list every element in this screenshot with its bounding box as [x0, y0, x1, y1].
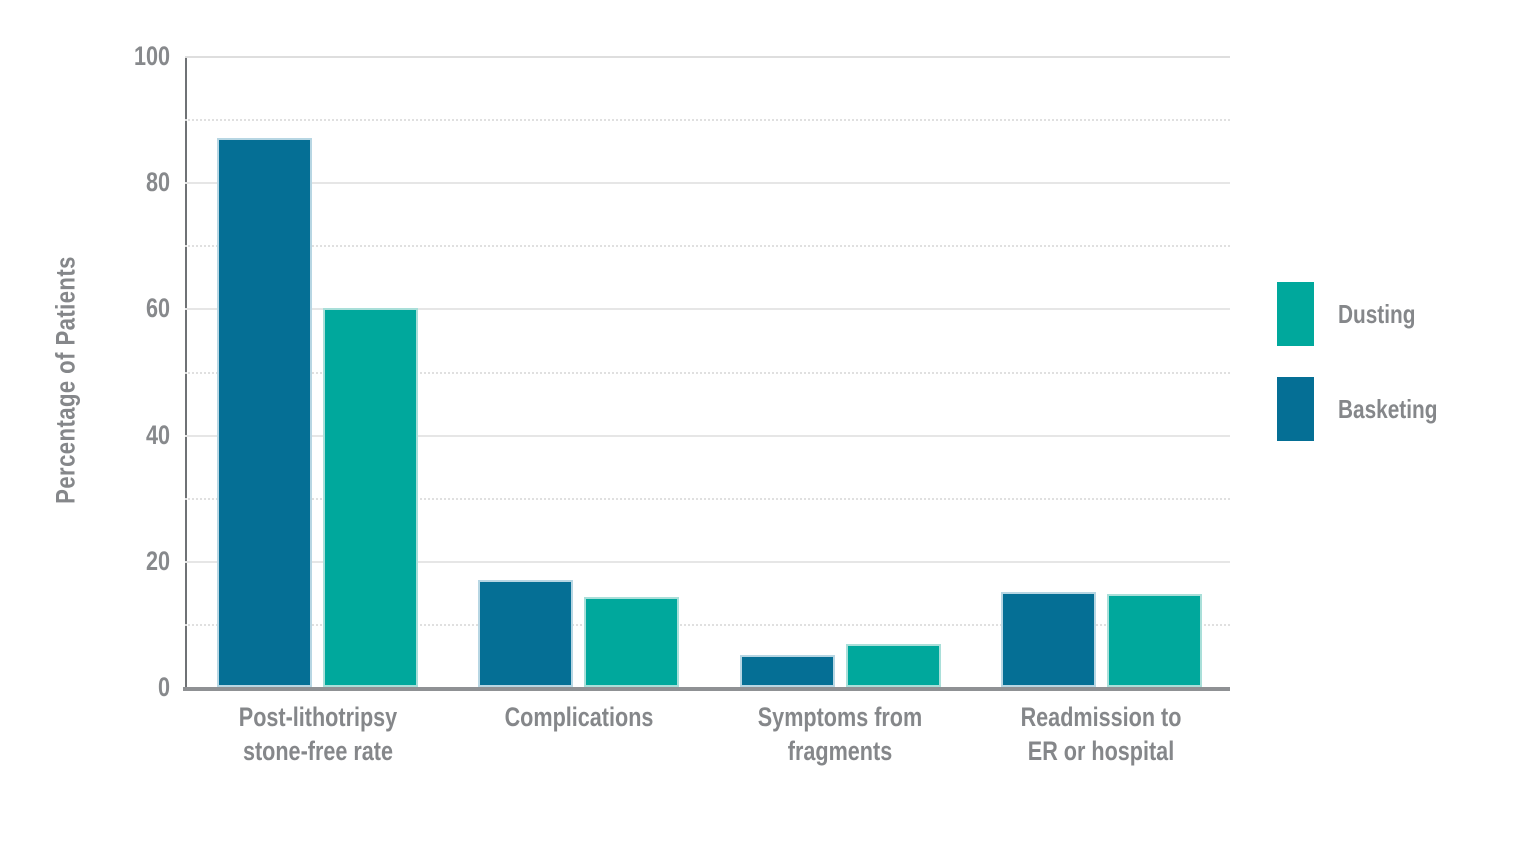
minor-gridline-50 [185, 371, 1230, 374]
bar-dusting-2 [584, 596, 680, 687]
major-gridline-40 [185, 434, 1230, 437]
x-category-label-line: Complications [504, 702, 654, 732]
x-category-label-line: Readmission to [1020, 702, 1182, 732]
x-category-label-line: ER or hospital [1028, 736, 1175, 766]
major-gridline-100 [185, 56, 1230, 58]
bar-dusting-4 [1106, 593, 1202, 687]
bar-basketing-3 [739, 655, 835, 687]
major-gridline-60 [185, 308, 1230, 311]
y-tick-label-60: 60 [145, 293, 170, 324]
bar-dusting-1 [323, 308, 419, 687]
x-axis-line [183, 687, 1230, 691]
minor-gridline-10 [185, 623, 1230, 626]
legend-label-basketing: Basketing [1338, 393, 1438, 424]
bar-basketing-2 [478, 579, 574, 687]
minor-gridline-30 [185, 497, 1230, 500]
major-gridline-20 [185, 560, 1230, 563]
x-category-label-4: Readmission to ER or hospital [981, 700, 1221, 768]
x-category-label-line: stone-free rate [242, 736, 393, 766]
plot-area [183, 56, 1230, 691]
bar-basketing-4 [1000, 592, 1096, 687]
x-category-label-3: Symptoms from fragments [720, 700, 960, 768]
y-tick-label-100: 100 [133, 41, 170, 71]
x-category-label-line: fragments [787, 736, 893, 766]
legend-swatch-dusting [1277, 282, 1314, 346]
legend: Dusting Basketing [1277, 282, 1462, 472]
minor-gridline-70 [185, 245, 1230, 248]
major-gridline-80 [185, 182, 1230, 185]
bar-dusting-3 [845, 644, 941, 687]
x-category-label-line: Post-lithotripsy [238, 702, 397, 732]
bar-basketing-1 [217, 138, 313, 687]
y-tick-label-80: 80 [145, 167, 170, 198]
y-tick-label-40: 40 [145, 419, 170, 450]
legend-swatch-basketing [1277, 377, 1314, 441]
legend-label-dusting: Dusting [1338, 298, 1416, 329]
x-category-label-line: Symptoms from [757, 702, 923, 732]
y-tick-label-0: 0 [157, 672, 170, 702]
x-category-label-1: Post-lithotripsy stone-free rate [198, 700, 438, 768]
legend-item-dusting: Dusting [1277, 282, 1462, 346]
x-category-label-2: Complications [459, 700, 699, 734]
legend-item-basketing: Basketing [1277, 377, 1462, 441]
minor-gridline-90 [185, 119, 1230, 122]
y-tick-label-20: 20 [145, 545, 170, 576]
